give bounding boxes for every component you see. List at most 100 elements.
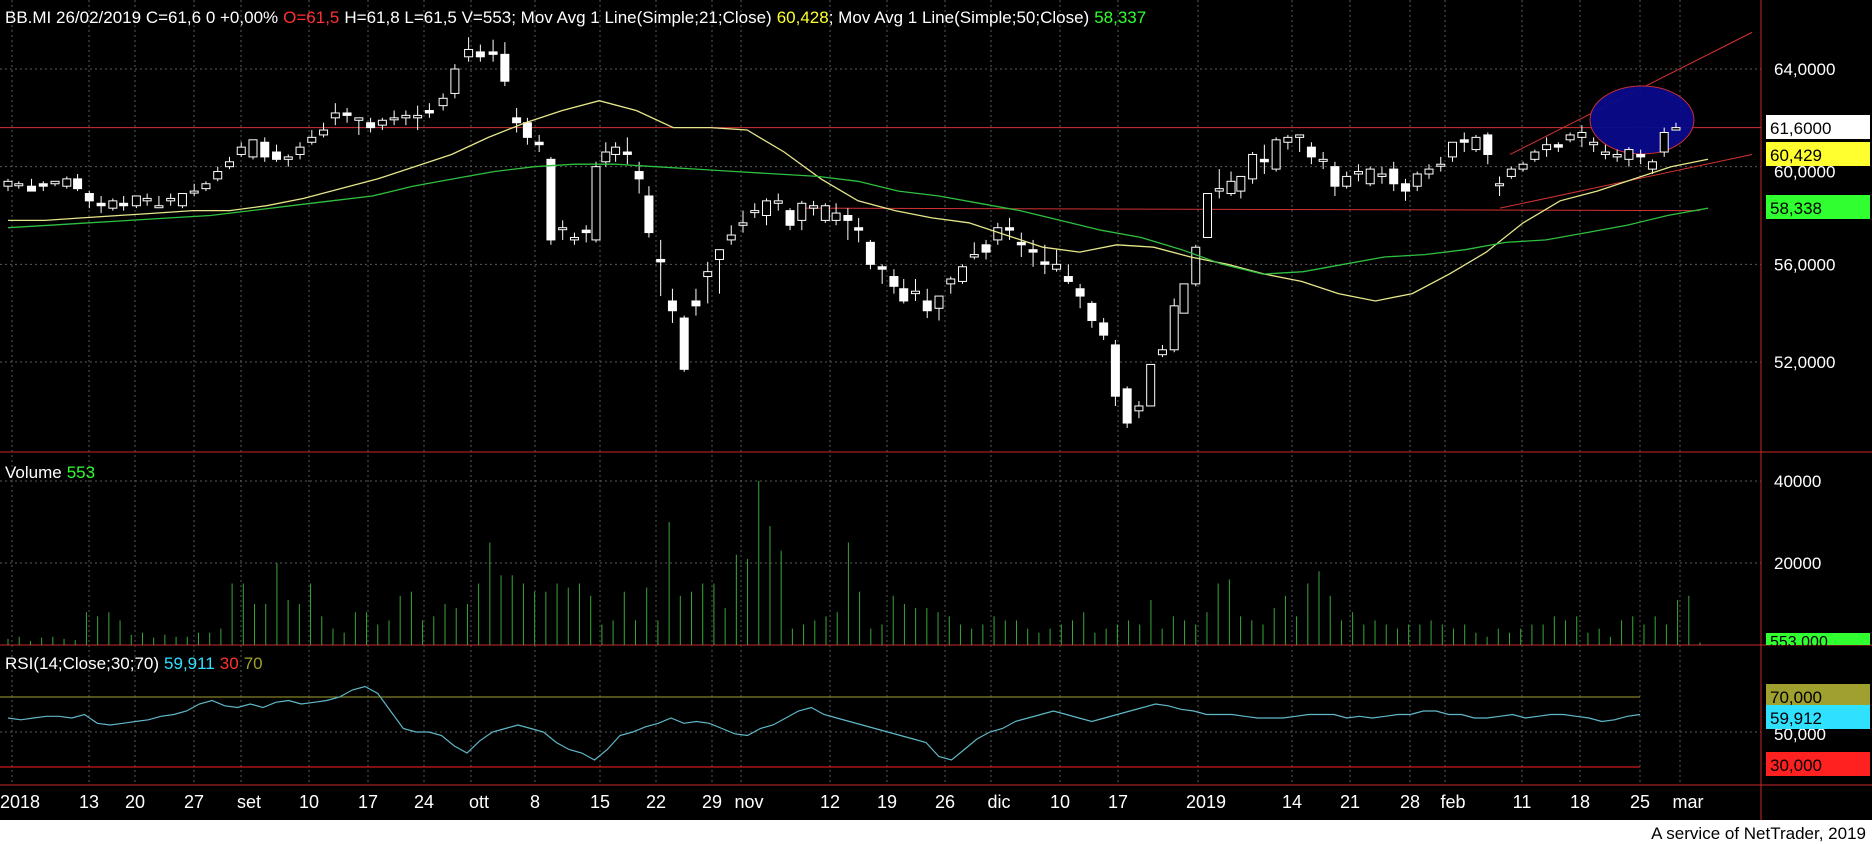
price-tag-label: 58,338 xyxy=(1770,199,1822,218)
candle-body xyxy=(1471,136,1481,151)
candle-body xyxy=(201,183,211,190)
footer-credit: A service of NetTrader, 2019 xyxy=(1651,824,1866,843)
volume-last-tag-bg xyxy=(1766,633,1870,645)
candle-body xyxy=(910,290,920,295)
candle-body xyxy=(1179,283,1189,314)
x-tick-label: 26 xyxy=(935,792,955,812)
rsi-tag-label: 59,912 xyxy=(1770,709,1822,728)
volume-last-tag: 553,000 xyxy=(1770,634,1828,651)
x-tick-label: 17 xyxy=(358,792,378,812)
header-hlv: H=61,8 L=61,5 V=553 xyxy=(344,8,511,27)
candle-body xyxy=(1099,322,1109,336)
candle-body xyxy=(1506,168,1516,177)
header-ma21-label: ; Mov Avg 1 Line(Simple;21;Close) xyxy=(511,8,771,27)
candle-body xyxy=(591,166,601,241)
horizontal-support-line xyxy=(799,207,1701,212)
price-tag-bg xyxy=(1766,195,1870,219)
x-tick-label: 10 xyxy=(299,792,319,812)
candle-body xyxy=(809,205,819,209)
price-tags: 553,000 70,000 59,912 30,000 61,6000 60,429 58… xyxy=(1766,115,1870,776)
volume-label: Volume xyxy=(5,463,62,482)
candle-body xyxy=(1624,149,1634,160)
header-symbol: BB.MI 26/02/2019 C=61,6 0 +0,00% xyxy=(5,8,278,27)
candle-body xyxy=(1169,305,1179,351)
candle-body xyxy=(131,195,141,207)
candle-body xyxy=(62,178,72,187)
candle-body xyxy=(488,51,498,55)
candle-body xyxy=(3,180,13,187)
candle-body xyxy=(108,200,118,209)
candle-body xyxy=(865,241,875,265)
candle-body xyxy=(958,266,968,282)
candle-body xyxy=(1226,180,1236,195)
candle-body xyxy=(1353,171,1363,175)
candle-body xyxy=(569,236,579,241)
volume-y-tick-label: 40000 xyxy=(1774,472,1821,491)
candle-body xyxy=(773,200,783,204)
candle-body xyxy=(1306,146,1316,158)
candle-body xyxy=(667,300,677,312)
candle-body xyxy=(354,117,364,121)
x-tick-label: feb xyxy=(1440,792,1465,812)
candle-body xyxy=(1436,163,1446,167)
candle-body xyxy=(1671,127,1681,131)
candle-body xyxy=(475,51,485,58)
candle-body xyxy=(1028,249,1038,253)
rsi-tag-label: 30,000 xyxy=(1770,756,1822,775)
rsi-line xyxy=(7,685,1641,761)
candle-body xyxy=(1110,344,1120,397)
candle-body xyxy=(877,266,887,270)
candle-body xyxy=(330,112,340,119)
candle-body xyxy=(1612,153,1622,158)
candle-body xyxy=(1318,158,1328,162)
x-tick-label: 2019 xyxy=(1186,792,1226,812)
rsi-tag-bg xyxy=(1766,752,1870,776)
x-tick-label: 25 xyxy=(1630,792,1650,812)
candle-body xyxy=(797,202,807,221)
candle-body xyxy=(1495,183,1505,187)
axes: 2018 13 20 27 set 10 17 24 ott 8 15 22 29 nov 12 19 26 di… xyxy=(0,60,1835,812)
rsi-y-tick-label: 50,000 xyxy=(1774,725,1826,744)
header-ma50-value: 58,337 xyxy=(1094,8,1146,27)
x-tick-label: set xyxy=(237,792,261,812)
candle-body xyxy=(899,288,909,302)
candle-body xyxy=(307,136,317,143)
candle-body xyxy=(1600,151,1610,155)
candle-body xyxy=(1389,168,1399,185)
volume-y-tick-label: 20000 xyxy=(1774,554,1821,573)
candle-body xyxy=(969,254,979,258)
candle-body xyxy=(1459,139,1469,143)
x-tick-label: 19 xyxy=(877,792,897,812)
candle-body xyxy=(1330,166,1340,187)
candle-body xyxy=(73,178,83,190)
candle-body xyxy=(1565,134,1575,141)
x-tick-label: mar xyxy=(1673,792,1704,812)
candle-body xyxy=(154,205,164,209)
candle-body xyxy=(1518,163,1528,170)
rsi-tag-bg xyxy=(1766,684,1870,708)
candle-body xyxy=(248,139,258,158)
candle-body xyxy=(691,300,701,307)
x-tick-label: 8 xyxy=(530,792,540,812)
candle-body xyxy=(1203,193,1213,238)
rsi-tag-label: 70,000 xyxy=(1770,688,1822,707)
candle-body xyxy=(500,53,510,82)
candle-body xyxy=(142,197,152,202)
candle-body xyxy=(922,300,932,312)
candle-body xyxy=(750,210,760,214)
x-tick-label: 24 xyxy=(414,792,434,812)
candle-body xyxy=(1283,136,1293,143)
candle-body xyxy=(785,210,795,226)
x-tick-label: ott xyxy=(469,792,489,812)
candle-body xyxy=(1659,131,1669,153)
price-tag-bg xyxy=(1766,115,1870,139)
volume-header: Volume 553 xyxy=(5,463,95,482)
x-tick-label: dic xyxy=(987,792,1010,812)
candle-body xyxy=(1157,349,1167,356)
candle-body xyxy=(1248,153,1258,180)
candle-body xyxy=(512,117,522,124)
candle-body xyxy=(601,151,611,163)
candle-body xyxy=(424,110,434,114)
highlight-ellipse xyxy=(1589,85,1695,155)
